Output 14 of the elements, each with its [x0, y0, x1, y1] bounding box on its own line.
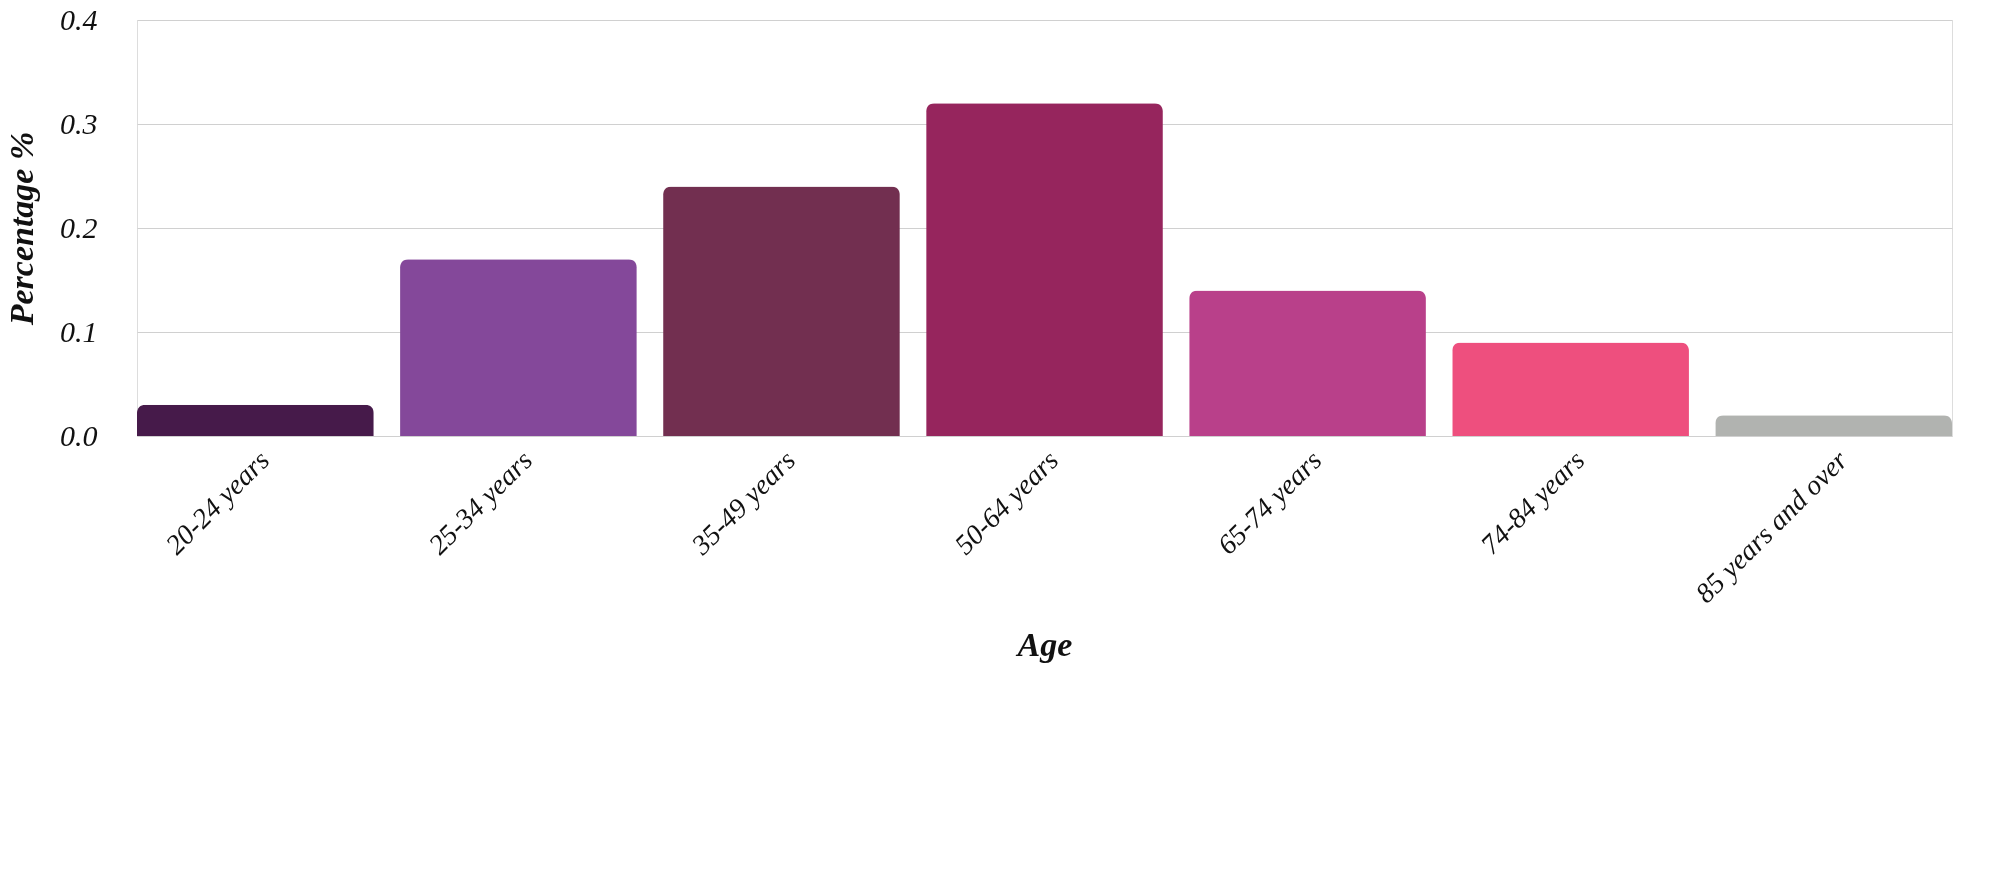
bar	[926, 103, 1163, 436]
bar	[1189, 290, 1426, 436]
bar	[1715, 415, 1952, 436]
y-tick-label: 0.2	[60, 210, 98, 244]
y-tick-label: 0.3	[60, 106, 98, 140]
bar	[137, 404, 374, 436]
y-tick-label: 0.1	[60, 314, 98, 348]
y-axis-title: Percentage %	[3, 131, 40, 327]
y-tick-label: 0.4	[60, 2, 98, 36]
bar	[663, 186, 900, 436]
y-tick-label: 0.0	[60, 418, 98, 452]
bar	[1452, 342, 1689, 436]
x-axis-title: Age	[1015, 625, 1073, 663]
bar	[400, 259, 637, 436]
